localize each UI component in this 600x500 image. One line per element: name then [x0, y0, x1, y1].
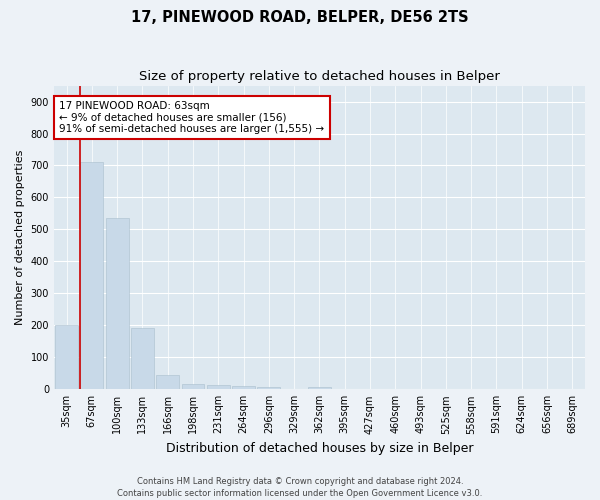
Bar [257, 386, 280, 390]
Bar [232, 386, 255, 390]
Bar [182, 384, 205, 390]
Text: 17 PINEWOOD ROAD: 63sqm
← 9% of detached houses are smaller (156)
91% of semi-de: 17 PINEWOOD ROAD: 63sqm ← 9% of detached… [59, 100, 325, 134]
X-axis label: Distribution of detached houses by size in Belper: Distribution of detached houses by size … [166, 442, 473, 455]
Bar [308, 387, 331, 390]
Bar [55, 326, 78, 390]
Y-axis label: Number of detached properties: Number of detached properties [15, 150, 25, 325]
Bar [106, 218, 128, 390]
Title: Size of property relative to detached houses in Belper: Size of property relative to detached ho… [139, 70, 500, 83]
Bar [131, 328, 154, 390]
Bar [80, 162, 103, 390]
Text: Contains HM Land Registry data © Crown copyright and database right 2024.
Contai: Contains HM Land Registry data © Crown c… [118, 476, 482, 498]
Text: 17, PINEWOOD ROAD, BELPER, DE56 2TS: 17, PINEWOOD ROAD, BELPER, DE56 2TS [131, 10, 469, 25]
Bar [207, 386, 230, 390]
Bar [157, 375, 179, 390]
